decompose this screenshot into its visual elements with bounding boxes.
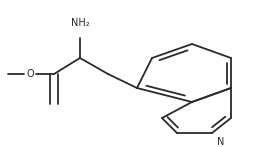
Text: NH₂: NH₂: [71, 18, 89, 28]
Text: O: O: [26, 69, 34, 79]
Text: N: N: [217, 137, 225, 147]
